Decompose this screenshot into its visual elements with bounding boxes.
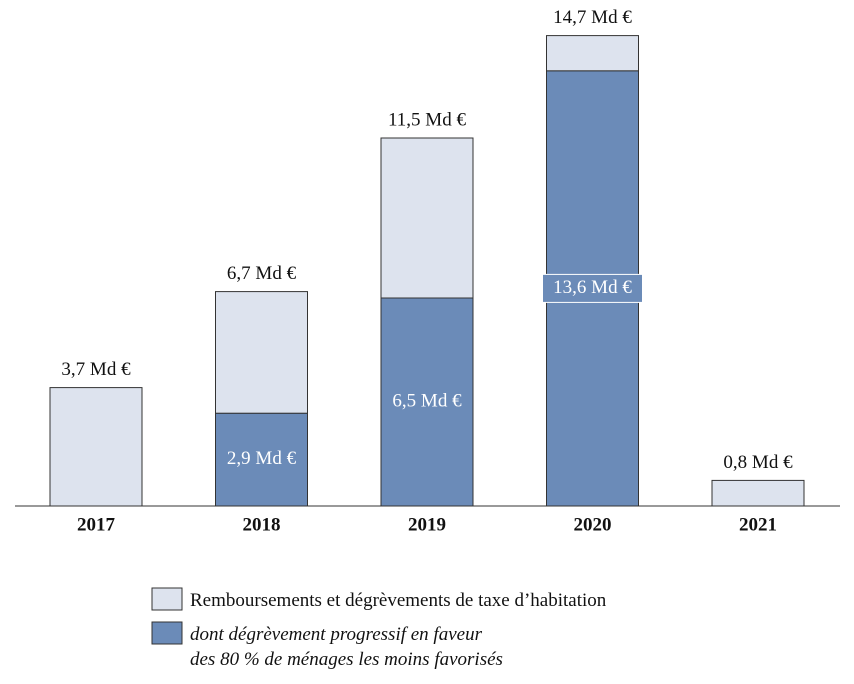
legend-swatch xyxy=(151,621,183,645)
value-label: 2,9 Md € xyxy=(227,448,297,469)
bar-segment xyxy=(215,412,308,507)
bar-segment xyxy=(380,297,474,507)
legend-label: Remboursements et dégrèvements de taxe d… xyxy=(190,590,607,611)
bar-segment xyxy=(546,35,639,72)
label-bg xyxy=(542,273,643,303)
total-label: 14,7 Md € xyxy=(553,7,632,28)
bar-segment xyxy=(711,479,805,507)
total-label: 3,7 Md € xyxy=(61,359,131,380)
bar-segment xyxy=(215,291,308,414)
bar-segment xyxy=(380,137,474,299)
legend-swatch xyxy=(151,587,183,611)
total-label: 11,5 Md € xyxy=(388,109,466,130)
x-tick-label: 2018 xyxy=(243,514,281,535)
total-label: 6,7 Md € xyxy=(227,263,297,284)
x-tick-label: 2017 xyxy=(77,514,116,535)
x-tick-label: 2019 xyxy=(408,514,446,535)
value-label: 6,5 Md € xyxy=(392,390,462,411)
total-label: 0,8 Md € xyxy=(723,452,793,473)
value-label: 13,6 Md € xyxy=(553,277,632,298)
x-tick-label: 2021 xyxy=(739,514,777,535)
bar-segment xyxy=(49,387,143,507)
x-tick-label: 2020 xyxy=(574,514,612,535)
legend-label: dont dégrèvement progressif en faveur de… xyxy=(190,624,503,670)
